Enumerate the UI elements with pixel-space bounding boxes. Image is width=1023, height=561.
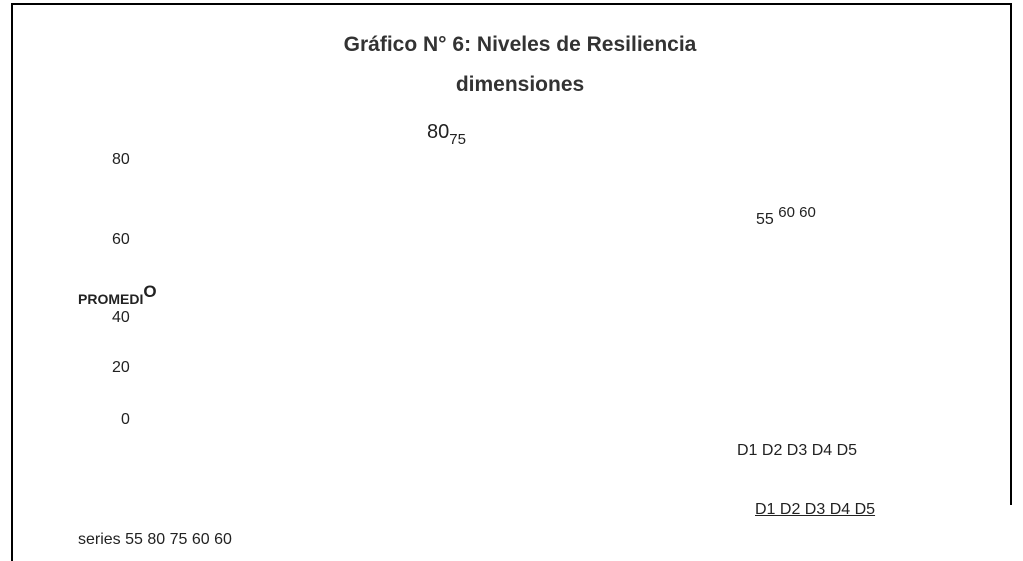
series-text: series 55 80 75 60 60 — [78, 531, 232, 548]
axis-label: 0 — [121, 411, 130, 428]
label-text: 75 — [449, 131, 466, 148]
label-text: 60 60 — [778, 204, 816, 221]
data-label: 8075 — [427, 121, 466, 147]
axis-title: PROMEDIO — [78, 283, 157, 307]
label-text: O — [143, 282, 157, 301]
legend: D1 D2 D3 D4 D5 — [755, 501, 876, 518]
axis-label: 80 — [112, 151, 130, 168]
title-line: Gráfico N° 6: Niveles de Resiliencia — [343, 33, 697, 56]
frame-right — [1010, 3, 1012, 505]
label-text: PROMEDI — [78, 291, 144, 307]
axis-label: 40 — [112, 309, 130, 326]
title-line: dimensiones — [455, 73, 585, 96]
axis-label: 60 — [112, 231, 130, 248]
label-text: 80 — [427, 121, 450, 143]
frame-left — [11, 3, 13, 561]
label-text: 55 — [756, 211, 774, 228]
axis-label: 20 — [112, 359, 130, 376]
frame-top — [11, 3, 1012, 5]
data-label: 55 60 60 — [756, 205, 816, 228]
category-labels: D1 D2 D3 D4 D5 — [737, 442, 858, 459]
